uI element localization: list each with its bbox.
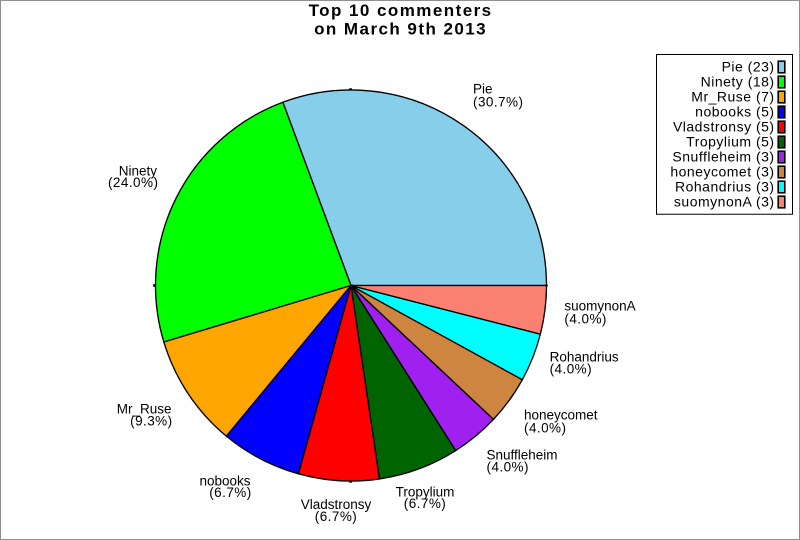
svg-text:suomynonA (3): suomynonA (3) [674,194,775,210]
svg-text:(4.0%): (4.0%) [564,311,606,326]
svg-text:suomynonA: suomynonA [564,298,635,313]
svg-text:(24.0%): (24.0%) [108,175,158,190]
svg-text:nobooks (5): nobooks (5) [695,104,774,120]
svg-text:honeycomet: honeycomet [524,408,598,423]
svg-text:(4.0%): (4.0%) [487,459,529,474]
svg-text:honeycomet (3): honeycomet (3) [670,164,774,180]
svg-text:Tropylium (5): Tropylium (5) [686,134,774,150]
svg-text:Pie (23): Pie (23) [722,59,775,75]
svg-text:Ninety: Ninety [119,163,158,178]
svg-text:Snuffleheim: Snuffleheim [487,447,558,462]
svg-text:Top 10 commenters: Top 10 commenters [309,1,493,20]
svg-text:Rohandrius (3): Rohandrius (3) [675,179,775,195]
svg-text:Vladstronsy (5): Vladstronsy (5) [673,119,775,135]
svg-text:(6.7%): (6.7%) [209,485,251,500]
svg-text:Mr_Ruse (7): Mr_Ruse (7) [691,89,774,105]
svg-text:(6.7%): (6.7%) [404,496,446,511]
svg-text:(30.7%): (30.7%) [473,94,523,109]
svg-text:(6.7%): (6.7%) [315,509,357,524]
svg-text:Snuffleheim (3): Snuffleheim (3) [672,149,774,165]
svg-text:Mr_Ruse: Mr_Ruse [117,402,172,417]
svg-text:on March 9th 2013: on March 9th 2013 [314,20,487,39]
svg-text:(9.3%): (9.3%) [130,413,172,428]
svg-text:Ninety (18): Ninety (18) [701,74,775,90]
svg-text:Pie: Pie [473,82,493,97]
svg-text:(4.0%): (4.0%) [524,420,566,435]
svg-text:Vladstronsy: Vladstronsy [301,497,372,512]
svg-text:(4.0%): (4.0%) [550,362,592,377]
svg-text:Tropylium: Tropylium [396,484,455,499]
svg-text:nobooks: nobooks [199,473,250,488]
svg-text:Rohandrius: Rohandrius [550,349,619,364]
